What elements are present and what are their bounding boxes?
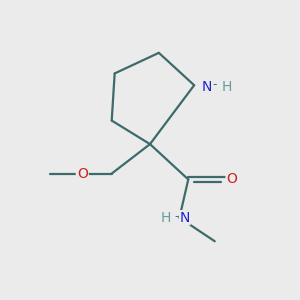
Text: -: - (175, 210, 179, 223)
Text: N: N (180, 211, 190, 225)
Text: H: H (161, 211, 171, 225)
Text: H: H (221, 80, 232, 94)
Text: N: N (202, 80, 212, 94)
Text: O: O (77, 167, 88, 181)
Text: -: - (212, 78, 216, 91)
Text: O: O (226, 172, 237, 186)
